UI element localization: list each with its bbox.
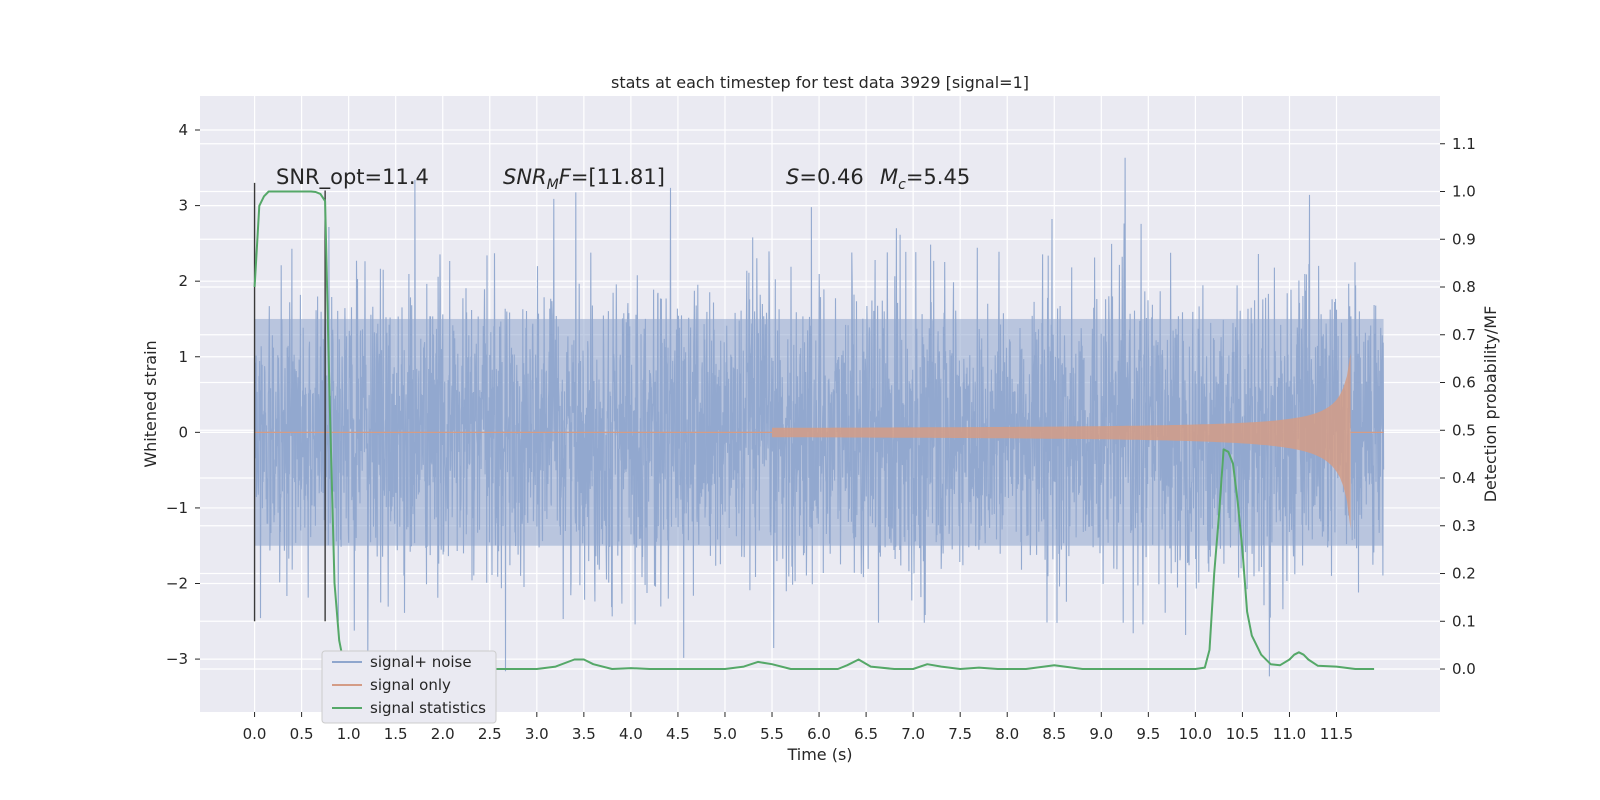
y-tick-label-left: −1 — [166, 499, 188, 517]
y-tick-label-right: 0.7 — [1452, 326, 1476, 344]
x-tick-label: 4.5 — [666, 725, 690, 743]
y-axis-label-right: Detection probability/MF — [1481, 306, 1500, 503]
signal-statistics-series — [253, 190, 1375, 670]
mc-subscript: c — [898, 177, 906, 193]
x-tick-label: 1.0 — [337, 725, 361, 743]
y-tick-label-right: 0.8 — [1452, 278, 1476, 296]
y-tick-label-left: −3 — [166, 650, 188, 668]
x-tick-label: 9.5 — [1136, 725, 1160, 743]
y-tick-label-left: 1 — [178, 348, 188, 366]
x-tick-label: 2.5 — [478, 725, 502, 743]
x-tick-label: 0.5 — [290, 725, 314, 743]
y-tick-label-right: 0.1 — [1452, 612, 1476, 630]
signal-statistics-line — [253, 190, 1375, 670]
x-tick-label: 3.0 — [525, 725, 549, 743]
x-axis-label: Time (s) — [786, 745, 852, 764]
y-tick-label-left: 3 — [178, 197, 188, 215]
legend: signal+ noise signal only signal statist… — [321, 650, 497, 724]
legend-label-signal-noise: signal+ noise — [370, 653, 472, 671]
x-tick-label: 0.0 — [243, 725, 267, 743]
legend-label-signal-statistics: signal statistics — [370, 699, 486, 717]
legend-box — [321, 650, 497, 724]
x-tick-label: 7.0 — [901, 725, 925, 743]
x-tick-label: 2.0 — [431, 725, 455, 743]
x-tick-label: 11.5 — [1320, 725, 1353, 743]
s-symbol: S — [786, 165, 799, 189]
y-tick-label-left: −2 — [166, 575, 188, 593]
x-tick-label: 5.0 — [713, 725, 737, 743]
annotation-mc: Mc=5.45 — [880, 165, 970, 193]
x-tick-label: 1.5 — [384, 725, 408, 743]
x-tick-label: 10.0 — [1179, 725, 1212, 743]
snr-mf-subscript: M — [547, 177, 559, 193]
annotation-snr-mf: SNRMF=[11.81] — [503, 165, 665, 193]
signal-only-chirp — [772, 353, 1351, 530]
y-tick-label-left: 0 — [178, 423, 188, 441]
x-tick-label: 11.0 — [1273, 725, 1306, 743]
y-tick-label-right: 0.4 — [1452, 469, 1476, 487]
x-tick-label: 10.5 — [1226, 725, 1259, 743]
x-tick-label: 3.5 — [572, 725, 596, 743]
y-ticks-left: −3 −2 −1 0 1 2 3 4 — [166, 121, 200, 668]
annotation-snr-opt: SNR_opt=11.4 — [276, 165, 429, 190]
y-axis-label-left: Whitened strain — [141, 340, 160, 467]
x-ticks: 0.0 0.5 1.0 1.5 2.0 2.5 3.0 3.5 4.0 4.5 5.0 5.5 6.0 6… — [243, 712, 1353, 743]
y-tick-label-right: 0.3 — [1452, 517, 1476, 535]
legend-label-signal-only: signal only — [370, 676, 451, 694]
x-tick-label: 6.0 — [807, 725, 831, 743]
s-value: =0.46 — [799, 165, 863, 189]
y-ticks-right: 0.0 0.1 0.2 0.3 0.4 0.5 0.6 0.7 0.8 0.9 1.0 1.1 — [1440, 135, 1476, 678]
y-tick-label-left: 2 — [178, 272, 188, 290]
x-tick-label: 8.5 — [1042, 725, 1066, 743]
x-tick-label: 6.5 — [854, 725, 878, 743]
marker-lines — [253, 182, 326, 622]
snr-mf-value: =[11.81] — [571, 165, 665, 189]
x-tick-label: 9.0 — [1089, 725, 1113, 743]
signal-only-series — [254, 353, 1384, 530]
snr-mf-symbol: SNR — [503, 165, 547, 189]
y-tick-label-right: 1.1 — [1452, 135, 1476, 153]
y-tick-label-right: 0.0 — [1452, 660, 1476, 678]
x-tick-label: 5.5 — [760, 725, 784, 743]
x-tick-label: 7.5 — [948, 725, 972, 743]
y-tick-label-right: 0.2 — [1452, 565, 1476, 583]
chart-title: stats at each timestep for test data 392… — [611, 73, 1029, 92]
annotation-s: S=0.46 — [786, 165, 864, 189]
x-tick-label: 4.0 — [619, 725, 643, 743]
y-tick-label-right: 0.9 — [1452, 230, 1476, 248]
snr-mf-tail-sym: F — [559, 165, 572, 189]
y-tick-label-right: 0.6 — [1452, 374, 1476, 392]
y-tick-label-right: 1.0 — [1452, 183, 1476, 201]
x-tick-label: 8.0 — [995, 725, 1019, 743]
mc-symbol: M — [880, 165, 898, 189]
mc-value: =5.45 — [906, 165, 970, 189]
y-tick-label-right: 0.5 — [1452, 421, 1476, 439]
y-tick-label-left: 4 — [178, 121, 188, 139]
